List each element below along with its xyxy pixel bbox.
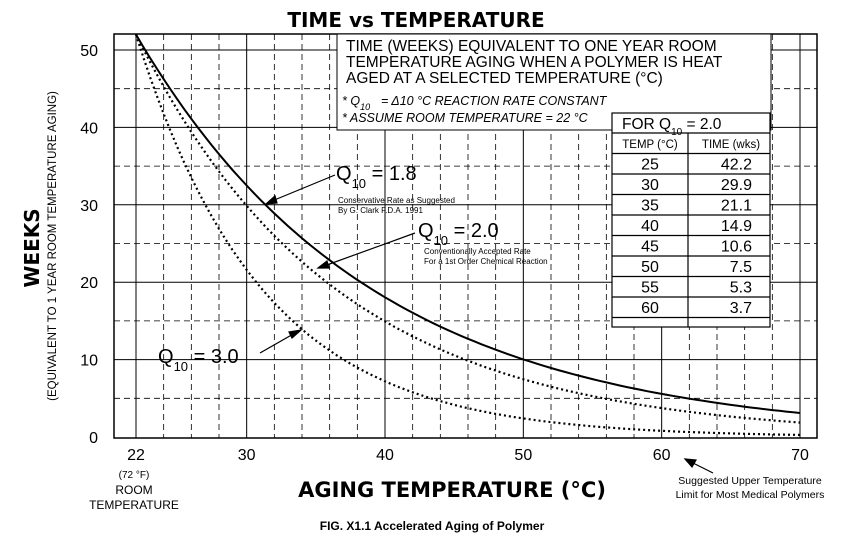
table-cell-temp: 45: [641, 239, 659, 256]
table-cell-time: 14.9: [721, 218, 752, 235]
y-tick-label: 10: [80, 353, 98, 370]
table-row: 40 14.9: [641, 218, 752, 235]
q18-note-1: Conservative Rate as Suggested: [338, 196, 455, 205]
series-line-1: [135, 33, 801, 414]
table-header-cell: TEMP (°C): [622, 139, 678, 151]
table-row: 25 42.2: [641, 157, 752, 174]
x-tick-label: 70: [791, 447, 809, 464]
table-title: FOR Q10 = 2.0: [622, 116, 722, 138]
table-cell-time: 42.2: [721, 157, 752, 174]
y-tick-label: 20: [80, 275, 98, 292]
y-tick-label: 50: [80, 43, 98, 60]
curves: [134, 33, 801, 436]
table-header-row: TEMP (°C) TIME (wks): [622, 139, 760, 151]
table-cell-temp: 25: [641, 157, 659, 174]
room-label-3: TEMPERATURE: [89, 498, 179, 512]
room-label-2: ROOM: [115, 483, 152, 497]
limit-note-1: Suggested Upper Temperature: [678, 475, 822, 487]
series-line-2: [135, 34, 801, 424]
table-row: 35 21.1: [641, 198, 752, 215]
x-tick-label: 50: [514, 447, 532, 464]
table-cell-time: 10.6: [721, 239, 752, 256]
info-line-3: AGED AT A SELECTED TEMPERATURE (°C): [346, 70, 663, 87]
table-frame: [611, 112, 771, 328]
x-tick-label: 40: [376, 447, 394, 464]
q20-arrow: [316, 232, 416, 269]
table-row: 45 10.6: [641, 239, 752, 256]
q30-arrow: [259, 329, 303, 354]
table-cell-time: 21.1: [721, 198, 752, 215]
q20-note-1: Conventionally Accepted Rate: [424, 247, 531, 256]
table-cell-temp: 50: [641, 259, 659, 276]
table-cell-time: 3.7: [730, 300, 752, 317]
x-axis-label: AGING TEMPERATURE (°C): [298, 478, 606, 502]
table-cell-time: 7.5: [730, 259, 752, 276]
chart-title: TIME vs TEMPERATURE: [287, 8, 544, 32]
data-table: FOR Q10 = 2.0 TEMP (°C) TIME (wks) 25 42.2 3…: [611, 112, 771, 328]
table-row: 30 29.9: [641, 177, 752, 194]
q18-arrow: [264, 174, 336, 205]
figure-caption: FIG. X1.1 Accelerated Aging of Polymer: [320, 519, 545, 533]
info-line-1: TIME (WEEKS) EQUIVALENT TO ONE YEAR ROOM: [346, 38, 717, 55]
room-label-1: (72 °F): [119, 470, 150, 481]
table-cell-time: 5.3: [730, 280, 752, 297]
info-note-1: = Δ10 °C REACTION RATE CONSTANT: [381, 94, 608, 108]
table-cell-temp: 35: [641, 198, 659, 215]
y-axis-label: WEEKS: [20, 208, 44, 287]
table-row: 60 3.7: [641, 300, 752, 317]
q20-note-2: For a 1st Order Chemical Reaction: [424, 257, 548, 266]
table-cell-temp: 30: [641, 177, 659, 194]
table-cell-temp: 40: [641, 218, 659, 235]
table-header-cell: TIME (wks): [702, 139, 760, 151]
table-cell-temp: 60: [641, 300, 659, 317]
x-tick-label: 30: [238, 447, 256, 464]
y-tick-label: 30: [80, 198, 98, 215]
table-row: 55 5.3: [641, 280, 752, 297]
y-tick-label: 0: [89, 430, 98, 447]
y-axis-sublabel: (EQUIVALENT TO 1 YEAR ROOM TEMPERATURE A…: [47, 91, 59, 401]
q18-label: Q10 = 1.8: [336, 163, 417, 191]
series-line-3: [134, 34, 801, 436]
info-note-2: * ASSUME ROOM TEMPERATURE = 22 °C: [342, 111, 589, 125]
info-line-2: TEMPERATURE AGING WHEN A POLYMER IS HEAT: [346, 54, 723, 71]
x-tick-labels: 22 30 40 50 60 70: [127, 447, 809, 464]
y-tick-labels: 0 10 20 30 40 50: [80, 43, 98, 447]
limit-arrow: [683, 458, 714, 474]
q18-note-2: By G. Clark F.D.A. 1991: [338, 206, 423, 215]
limit-note-2: Limit for Most Medical Polymers: [676, 489, 825, 501]
y-tick-label: 40: [80, 120, 98, 137]
q30-label: Q10 = 3.0: [158, 346, 239, 374]
table-cell-time: 29.9: [721, 177, 752, 194]
x-tick-label: 60: [653, 447, 671, 464]
table-cell-temp: 55: [641, 280, 659, 297]
table-row: 50 7.5: [641, 259, 752, 276]
x-tick-label: 22: [127, 447, 145, 464]
